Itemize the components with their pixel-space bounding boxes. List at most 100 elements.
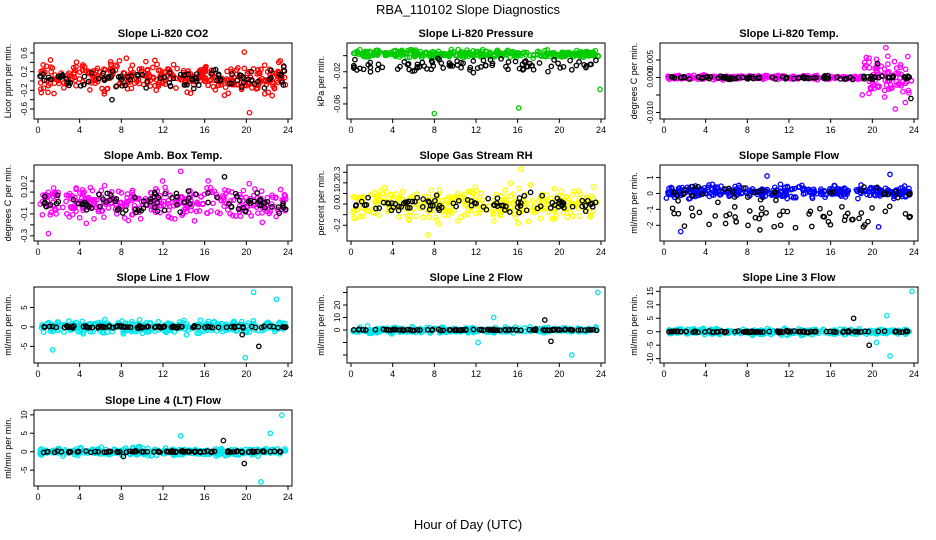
data-point [220,437,227,444]
data-point [81,73,88,80]
data-point [108,192,114,198]
data-point [167,83,174,90]
data-point [706,221,712,228]
data-point [48,209,54,216]
data-point [47,212,54,218]
data-point [567,57,573,64]
data-point [154,199,161,206]
data-point [85,78,92,85]
data-point [278,412,285,419]
data-point [821,74,828,81]
data-point [757,227,763,233]
data-point [221,203,227,210]
data-point [577,326,584,333]
data-point [512,58,519,65]
data-point [858,187,864,194]
y-tick-label: 0 [646,329,655,334]
data-point [94,72,101,79]
data-point [521,192,528,199]
data-point [457,327,464,334]
data-point [146,320,153,327]
data-point [67,80,74,86]
data-point [773,197,779,204]
y-tick-label: -0.2 [333,218,342,232]
data-point [551,57,557,63]
data-point [666,185,672,192]
data-point [513,326,519,333]
data-point [881,191,888,198]
data-point [731,204,738,210]
data-point [735,328,741,334]
data-point [732,183,738,190]
data-point [582,208,589,215]
data-point [790,194,797,201]
data-point [866,55,872,61]
data-point [509,327,516,333]
data-point [675,185,682,192]
data-point [127,324,134,331]
data-point [383,326,390,333]
panel-title: Slope Line 1 Flow [117,272,210,284]
data-point [839,203,845,210]
data-point [674,192,680,199]
data-point [177,71,184,78]
data-point [569,213,576,220]
x-tick-label: 8 [119,369,124,379]
data-point [56,80,62,87]
data-point [224,207,231,213]
data-point [754,328,760,335]
data-point [490,211,497,218]
data-point [472,184,479,190]
x-tick-label: 12 [158,247,168,257]
data-point [826,210,833,216]
data-point [575,327,582,333]
y-axis-label: ml/min per min. [629,294,639,356]
data-point [557,65,564,71]
data-point [683,328,690,335]
data-point [589,203,596,210]
x-tick-label: 4 [390,369,395,379]
data-point [898,71,904,78]
data-point [854,329,861,335]
data-point [425,198,432,205]
data-point [710,329,717,335]
data-point [865,74,871,80]
data-point [902,99,909,106]
data-point [83,68,89,74]
data-point [830,188,836,195]
data-point [462,202,469,208]
data-point [502,187,508,193]
data-point [177,432,184,439]
data-point [691,328,698,335]
data-point [732,214,738,220]
data-point [885,74,891,81]
x-tick-label: 20 [867,369,877,379]
data-point [404,212,410,219]
panel-3: Slope Li-820 Temp.degrees C per min.0 4 8 1… [629,28,919,135]
x-tick-label: 8 [119,125,124,135]
data-point [593,327,600,334]
y-tick-label: 0.3 [333,166,342,178]
x-tick-label: 0 [35,125,40,135]
data-point [680,74,687,81]
data-point [746,75,752,81]
y-tick-label: -0.1 [20,207,29,221]
x-tick-label: 12 [158,369,168,379]
data-point [208,76,215,83]
data-point [269,204,275,210]
data-point [823,328,830,335]
x-tick-label: 0 [348,125,353,135]
y-tick-label: -0.3 [20,228,29,242]
data-point [379,64,386,71]
panel-title: Slope Gas Stream RH [419,150,532,162]
data-point [101,182,108,189]
data-point [388,49,395,56]
panel-title: Slope Li-820 Pressure [419,28,534,40]
data-point [193,208,200,215]
data-point [258,188,265,195]
x-tick-label: 4 [77,247,82,257]
panel-frame [346,286,606,364]
data-point [221,173,228,180]
data-point [481,52,487,58]
data-point [873,339,880,346]
